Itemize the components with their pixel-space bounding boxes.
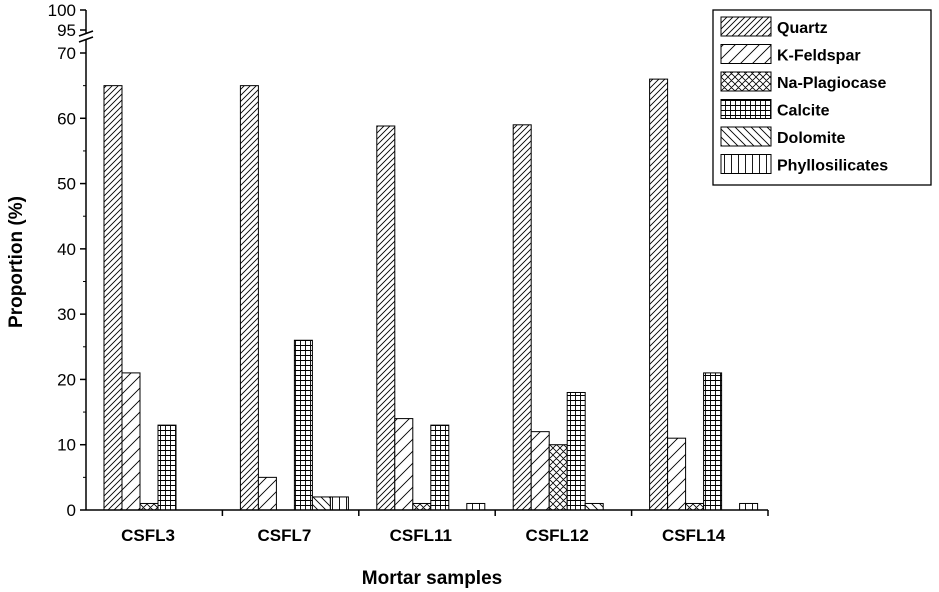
bar-csfl14-k-feldspar bbox=[667, 437, 687, 511]
bar-csfl14-na-plagiocase bbox=[685, 502, 705, 511]
bar-csfl7-phyllosilicates bbox=[329, 496, 349, 511]
bar-csfl3-calcite bbox=[157, 424, 177, 511]
y-axis-title: Proportion (%) bbox=[6, 196, 27, 328]
legend-swatch bbox=[720, 126, 772, 147]
bar-csfl12-k-feldspar bbox=[530, 431, 550, 511]
legend-swatch bbox=[720, 71, 772, 92]
bar-csfl11-phyllosilicates bbox=[466, 502, 486, 511]
legend-label: Quartz bbox=[777, 20, 828, 37]
x-tick-label: CSFL3 bbox=[121, 526, 175, 545]
legend-swatch bbox=[720, 16, 772, 37]
bar-csfl12-dolomite bbox=[584, 502, 604, 511]
x-tick-label: CSFL7 bbox=[257, 526, 311, 545]
y-tick-label: 30 bbox=[57, 305, 76, 324]
legend-label: Phyllosilicates bbox=[777, 158, 888, 175]
bar-csfl11-quartz bbox=[376, 125, 396, 511]
x-tick-label: CSFL11 bbox=[390, 526, 452, 545]
bar-csfl7-k-feldspar bbox=[257, 476, 277, 511]
legend-label: K-Feldspar bbox=[777, 48, 861, 65]
legend-swatch bbox=[720, 99, 772, 119]
legend-swatch bbox=[720, 44, 772, 64]
legend: Quartz K-Feldspar Na-Plagiocase Calcite Dolo… bbox=[712, 9, 932, 186]
bar-csfl11-k-feldspar bbox=[394, 418, 414, 511]
bar-csfl12-na-plagiocase bbox=[548, 444, 568, 511]
bar-csfl3-quartz bbox=[103, 85, 123, 511]
x-tick-label: CSFL12 bbox=[526, 526, 589, 545]
x-tick-label: CSFL14 bbox=[662, 526, 726, 545]
y-tick-label: 50 bbox=[57, 175, 76, 194]
y-tick-label: 0 bbox=[67, 501, 76, 520]
axes: CSFL3 CSFL7 CSFL11 CSFL12 CSFL14 0 10 20 30 40 50 6… bbox=[48, 1, 769, 545]
bar-csfl11-na-plagiocase bbox=[412, 502, 432, 511]
bar-csfl7-calcite bbox=[293, 339, 313, 511]
legend-label: Na-Plagiocase bbox=[777, 75, 886, 92]
bar-csfl7-quartz bbox=[239, 85, 259, 511]
legend-swatch bbox=[720, 154, 772, 174]
y-tick-label: 70 bbox=[57, 44, 76, 63]
bar-csfl14-quartz bbox=[649, 78, 669, 511]
y-tick-label: 40 bbox=[57, 240, 76, 259]
legend-label: Dolomite bbox=[777, 130, 846, 147]
bar-csfl12-quartz bbox=[512, 124, 532, 511]
bar-csfl14-calcite bbox=[703, 372, 723, 511]
x-axis-title: Mortar samples bbox=[362, 568, 502, 589]
axis-break-mark bbox=[78, 30, 94, 37]
axis-break-mark bbox=[78, 36, 94, 43]
bars-layer bbox=[103, 78, 759, 511]
bar-csfl11-calcite bbox=[430, 424, 450, 511]
y-tick-label: 95 bbox=[57, 21, 76, 40]
y-tick-label: 10 bbox=[57, 436, 76, 455]
bar-csfl12-calcite bbox=[566, 391, 586, 511]
y-tick-label: 60 bbox=[57, 109, 76, 128]
y-tick-label: 100 bbox=[48, 1, 76, 20]
bar-csfl14-phyllosilicates bbox=[739, 502, 759, 511]
legend-label: Calcite bbox=[777, 103, 830, 120]
bar-csfl7-dolomite bbox=[311, 496, 331, 511]
y-tick-label: 20 bbox=[57, 370, 76, 389]
bar-csfl3-na-plagiocase bbox=[139, 502, 159, 511]
bar-csfl3-k-feldspar bbox=[121, 372, 141, 511]
